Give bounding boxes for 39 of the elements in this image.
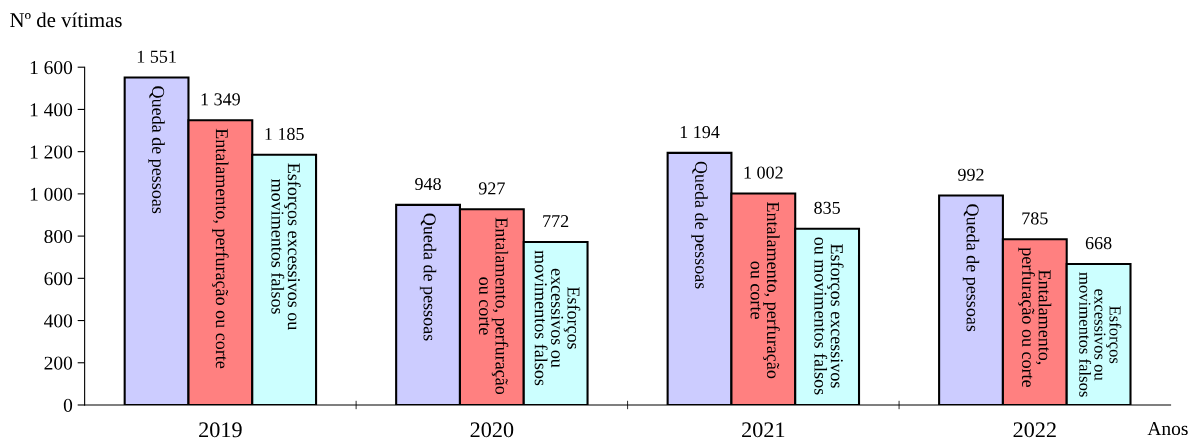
series-label: Queda de pessoas bbox=[419, 213, 437, 341]
y-tick-label: 1 400 bbox=[30, 103, 73, 117]
x-axis-title: Anos bbox=[1147, 422, 1188, 436]
y-tick-label: 600 bbox=[44, 272, 73, 286]
data-label: 1 002 bbox=[744, 166, 783, 179]
data-label: 835 bbox=[814, 201, 840, 214]
series-label: Esforços excessivos ou movimentos falsos bbox=[534, 250, 581, 386]
text: Queda de pessoas bbox=[691, 161, 708, 289]
data-label: 927 bbox=[478, 182, 505, 195]
y-tick-label: 0 bbox=[63, 398, 73, 412]
text: Entalamento, perfuração ou corte bbox=[212, 128, 229, 369]
text: Esforços excessivos ou movimentos falsos bbox=[271, 163, 301, 330]
x-tick-label: 2020 bbox=[470, 422, 514, 438]
x-tick-label: 2019 bbox=[199, 422, 242, 438]
x-tick-label: 2022 bbox=[1013, 422, 1056, 438]
text: Entalamento, perfuração ou corte bbox=[750, 201, 780, 379]
y-tick-label: 200 bbox=[44, 356, 73, 370]
data-label: 1 194 bbox=[680, 126, 720, 139]
text: Esforços excessivos ou movimentos falsos bbox=[1079, 272, 1122, 397]
data-label: 992 bbox=[958, 168, 984, 181]
data-label: 772 bbox=[543, 215, 569, 228]
y-tick-label: 1 000 bbox=[30, 187, 73, 201]
text: Queda de pessoas bbox=[962, 204, 980, 332]
data-label: 1 551 bbox=[137, 50, 176, 63]
text: Esforços excessivos ou movimentos falsos bbox=[814, 237, 844, 395]
x-tick-label: 2021 bbox=[742, 422, 785, 438]
y-tick-label: 1 200 bbox=[30, 145, 73, 159]
data-label: 1 185 bbox=[265, 127, 304, 141]
data-label: 668 bbox=[1085, 237, 1112, 250]
data-label: 1 349 bbox=[201, 93, 240, 106]
y-axis-title: Nº de vítimas bbox=[10, 12, 122, 28]
y-tick-label: 400 bbox=[44, 314, 73, 328]
text: Entalamento, perfuração ou corte bbox=[479, 217, 509, 395]
series-label: Entalamento, perfuração ou corte bbox=[1018, 247, 1052, 387]
data-label: 948 bbox=[415, 177, 441, 191]
y-tick-label: 800 bbox=[44, 229, 73, 244]
data-label: 785 bbox=[1022, 212, 1048, 225]
y-tick-label: 1 600 bbox=[30, 61, 73, 75]
text: Queda de pessoas bbox=[148, 86, 165, 214]
